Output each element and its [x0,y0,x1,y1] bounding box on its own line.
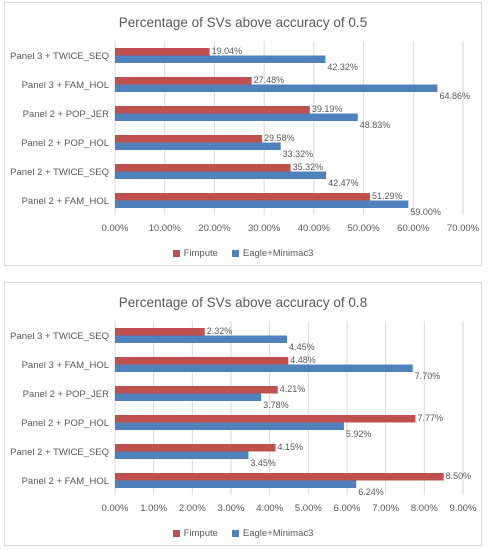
bar-eagle [115,55,326,63]
bar-fimpute [115,193,370,201]
data-label: 3.78% [263,400,289,410]
data-label: 3.45% [250,458,276,468]
category-label: Panel 3 + FAM_HOL [22,80,109,91]
x-tick-label: 10.00% [149,223,182,234]
category-label: Panel 2 + POP_JER [23,109,109,120]
data-label: 48.83% [360,120,391,130]
data-label: 4.21% [280,384,306,394]
bar-eagle [115,451,249,459]
data-label: 64.86% [439,91,470,101]
bar-eagle [115,142,281,150]
chart-panel-accuracy-0-8: Percentage of SVs above accuracy of 0.8 … [4,282,482,546]
x-tick-label: 6.00% [334,503,361,514]
data-label: 42.47% [328,178,359,188]
bar-chart-svg: 0.00% 1.00% 2.00% 3.00% 4.00% 5.00% 6.00% 7.00%… [10,321,477,514]
data-label: 2.32% [207,326,233,336]
bar-chart-svg: 0.00% 10.00% 20.00% 30.00% 40.00% 50.00% 60.00… [10,41,480,234]
legend-swatch-fimpute [172,530,180,537]
data-label: 5.92% [346,429,372,439]
x-tick-label: 8.00% [411,503,438,514]
data-label: 4.15% [277,442,303,452]
x-tick-label: 0.00% [102,223,129,234]
x-tick-label: 60.00% [397,223,430,234]
legend-label-eagle: Eagle+Minimac3 [242,528,314,539]
legend-label-fimpute: Fimpute [183,528,218,539]
legend-label-fimpute: Fimpute [183,248,218,259]
x-tick-label: 3.00% [218,503,245,514]
category-label: Panel 2 + POP_HOL [21,138,109,149]
x-tick-label: 7.00% [372,503,399,514]
legend-swatch-fimpute [172,250,180,257]
legend-swatch-eagle [231,250,239,257]
chart-legend: Fimpute Eagle+Minimac3 [5,248,481,259]
category-label: Panel 3 + TWICE_SEQ [10,331,109,342]
bar-fimpute [115,135,263,143]
bar-eagle [115,393,262,401]
chart-title: Percentage of SVs above accuracy of 0.8 [118,295,368,310]
bar-eagle [115,480,357,488]
bar-eagle [115,113,358,121]
x-tick-label: 1.00% [140,503,167,514]
category-label: Panel 3 + TWICE_SEQ [10,51,109,62]
legend-item-eagle: Eagle+Minimac3 [231,528,314,539]
category-label: Panel 3 + FAM_HOL [22,360,109,371]
category-label: Panel 2 + TWICE_SEQ [10,447,109,458]
data-label: 33.32% [283,149,314,159]
category-label: Panel 2 + FAM_HOL [22,476,109,487]
x-tick-label: 9.00% [450,503,477,514]
legend-item-fimpute: Fimpute [172,248,218,259]
legend-swatch-eagle [231,530,239,537]
category-label: Panel 2 + POP_HOL [21,418,109,429]
x-tick-label: 5.00% [295,503,322,514]
data-label: 19.04% [212,46,243,56]
legend-item-eagle: Eagle+Minimac3 [231,248,314,259]
category-label: Panel 2 + TWICE_SEQ [10,167,109,178]
chart-title: Percentage of SVs above accuracy of 0.5 [118,15,368,30]
bar-fimpute [115,77,252,85]
bar-fimpute [115,328,205,336]
data-label: 39.19% [312,104,343,114]
bar-eagle [115,171,327,179]
legend-item-fimpute: Fimpute [172,528,218,539]
category-label: Panel 2 + FAM_HOL [22,196,109,207]
bar-fimpute [115,473,444,481]
x-tick-label: 2.00% [179,503,206,514]
bar-eagle [115,364,413,372]
data-label: 29.58% [264,133,295,143]
legend-label-eagle: Eagle+Minimac3 [242,248,314,259]
bar-fimpute [115,415,416,423]
data-label: 4.45% [289,342,315,352]
data-label: 27.48% [254,75,285,85]
bar-eagle [115,422,344,430]
data-label: 6.24% [358,487,384,497]
chart-panel-accuracy-0-5: Percentage of SVs above accuracy of 0.5 … [4,2,482,266]
x-tick-label: 0.00% [102,503,129,514]
data-label: 8.50% [446,471,472,481]
category-label: Panel 2 + POP_JER [23,389,109,400]
bar-fimpute [115,444,276,452]
data-label: 4.48% [290,355,316,365]
chart-legend: Fimpute Eagle+Minimac3 [5,528,481,539]
data-label: 35.32% [293,162,324,172]
x-tick-label: 50.00% [347,223,380,234]
bar-fimpute [115,106,310,114]
bar-eagle [115,200,409,208]
bar-eagle [115,335,288,343]
bar-fimpute [115,386,278,394]
x-tick-label: 4.00% [256,503,283,514]
data-label: 51.29% [372,191,403,201]
data-label: 7.77% [417,413,443,423]
bar-fimpute [115,48,210,56]
data-label: 7.70% [415,371,441,381]
bar-fimpute [115,164,291,172]
x-tick-label: 20.00% [198,223,231,234]
x-tick-label: 40.00% [298,223,331,234]
x-tick-label: 30.00% [248,223,281,234]
data-label: 42.32% [327,62,358,72]
x-tick-label: 70.00% [447,223,480,234]
bar-eagle [115,84,438,92]
bar-fimpute [115,357,289,365]
data-label: 59.00% [410,207,441,217]
